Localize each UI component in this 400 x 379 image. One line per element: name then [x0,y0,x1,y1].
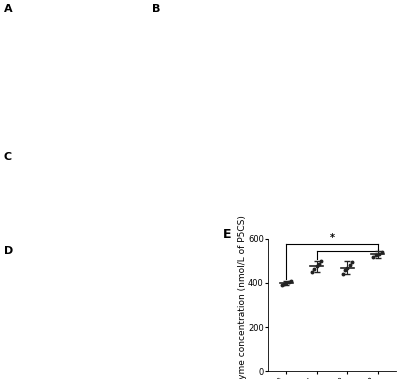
Text: E: E [223,228,232,241]
Text: A: A [4,4,13,14]
Text: C: C [4,152,12,161]
Text: D: D [4,246,13,256]
Y-axis label: Enzyme concentration (nmol/L of P5CS): Enzyme concentration (nmol/L of P5CS) [238,215,246,379]
Text: *: * [330,233,334,243]
Text: B: B [152,4,160,14]
